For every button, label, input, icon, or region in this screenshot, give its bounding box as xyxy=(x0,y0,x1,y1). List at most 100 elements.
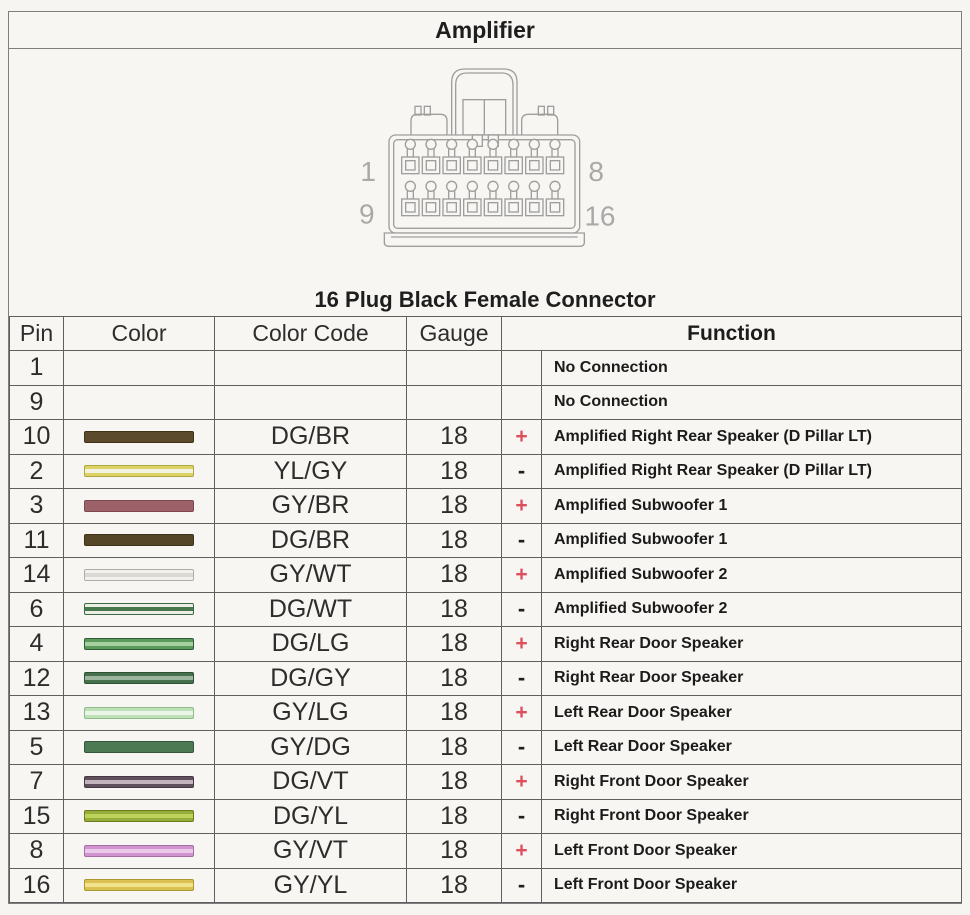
pin-number-cell: 1 xyxy=(9,350,64,386)
gauge-cell: 18 xyxy=(406,522,502,558)
header-color-code: Color Code xyxy=(214,316,407,351)
connector-heading: 16 Plug Black Female Connector xyxy=(314,286,656,312)
wire-color-swatch xyxy=(84,534,194,547)
gauge-cell: 18 xyxy=(406,833,502,869)
function-cell: Amplified Subwoofer 1 xyxy=(541,488,962,524)
polarity-cell: + xyxy=(501,695,542,731)
wire-color-swatch xyxy=(84,810,194,823)
gauge-cell: 18 xyxy=(406,591,502,627)
wire-color-swatch xyxy=(84,637,194,650)
wire-color-cell xyxy=(63,798,215,834)
table-row: 4 DG/LG 18 + Right Rear Door Speaker xyxy=(9,626,962,662)
gauge-cell: 18 xyxy=(406,488,502,524)
table-row: 13 GY/LG 18 + Left Rear Door Speaker xyxy=(9,695,962,731)
polarity-cell: - xyxy=(501,798,542,834)
function-cell: No Connection xyxy=(541,350,962,386)
color-code-cell: GY/BR xyxy=(214,488,407,524)
wire-color-cell xyxy=(63,626,215,662)
table-row: 15 DG/YL 18 - Right Front Door Speaker xyxy=(9,798,962,834)
table-row: 2 YL/GY 18 - Amplified Right Rear Speake… xyxy=(9,453,962,489)
color-code-cell: YL/GY xyxy=(214,453,407,489)
color-code-cell: GY/VT xyxy=(214,833,407,869)
color-code-cell: DG/GY xyxy=(214,660,407,696)
wire-color-cell xyxy=(63,867,215,903)
wire-color-cell xyxy=(63,729,215,765)
function-cell: Right Rear Door Speaker xyxy=(541,660,962,696)
wire-color-swatch xyxy=(84,879,194,892)
function-cell: Amplified Subwoofer 1 xyxy=(541,522,962,558)
color-code-cell: GY/WT xyxy=(214,557,407,593)
wire-color-cell xyxy=(63,522,215,558)
page-title: Amplifier xyxy=(435,16,535,43)
table-row: 5 GY/DG 18 - Left Rear Door Speaker xyxy=(9,729,962,765)
wire-color-swatch xyxy=(84,499,194,512)
polarity-cell: - xyxy=(501,660,542,696)
wire-color-cell xyxy=(63,419,215,455)
wire-color-cell xyxy=(63,488,215,524)
wire-color-swatch xyxy=(84,603,194,616)
wire-color-cell xyxy=(63,350,215,386)
function-cell: Amplified Subwoofer 2 xyxy=(541,591,962,627)
polarity-cell: - xyxy=(501,867,542,903)
polarity-cell xyxy=(501,350,542,386)
color-code-cell: DG/VT xyxy=(214,764,407,800)
function-cell: Amplified Subwoofer 2 xyxy=(541,557,962,593)
gauge-cell: 18 xyxy=(406,557,502,593)
connector-diagram: 1 8 9 16 xyxy=(359,68,615,247)
gauge-cell: 18 xyxy=(406,729,502,765)
function-cell: Amplified Right Rear Speaker (D Pillar L… xyxy=(541,419,962,455)
pin-number-cell: 14 xyxy=(9,557,64,593)
polarity-cell: + xyxy=(501,764,542,800)
wire-color-cell xyxy=(63,695,215,731)
pin-number-cell: 13 xyxy=(9,695,64,731)
diagram-page: Amplifier xyxy=(8,11,962,904)
table-row: 1 No Connection xyxy=(9,350,962,386)
pin-number-cell: 9 xyxy=(9,384,64,420)
pin-number-cell: 12 xyxy=(9,660,64,696)
table-row: 6 DG/WT 18 - Amplified Subwoofer 2 xyxy=(9,591,962,627)
terminal-grid xyxy=(401,138,565,217)
pin-number-cell: 11 xyxy=(9,522,64,558)
header-function: Function xyxy=(501,316,962,351)
title-band: Amplifier xyxy=(9,12,961,49)
table-row: 3 GY/BR 18 + Amplified Subwoofer 1 xyxy=(9,488,962,524)
pin-number-cell: 2 xyxy=(9,453,64,489)
wire-color-cell xyxy=(63,833,215,869)
function-cell: Left Front Door Speaker xyxy=(541,867,962,903)
table-row: 9 No Connection xyxy=(9,384,962,420)
function-cell: Left Rear Door Speaker xyxy=(541,695,962,731)
pin-number-cell: 3 xyxy=(9,488,64,524)
wire-color-cell xyxy=(63,557,215,593)
color-code-cell: DG/WT xyxy=(214,591,407,627)
wire-color-swatch xyxy=(84,672,194,685)
connector-area: 1 8 9 16 xyxy=(9,49,961,283)
wire-color-swatch xyxy=(84,741,194,754)
pin-number-cell: 15 xyxy=(9,798,64,834)
base-outline xyxy=(383,232,585,247)
color-code-cell: DG/BR xyxy=(214,419,407,455)
color-code-cell: DG/YL xyxy=(214,798,407,834)
pin-number-cell: 4 xyxy=(9,626,64,662)
color-code-cell: GY/YL xyxy=(214,867,407,903)
wire-color-cell xyxy=(63,453,215,489)
right-bump xyxy=(521,113,559,135)
wire-color-swatch xyxy=(84,706,194,719)
wire-color-swatch xyxy=(84,568,194,581)
color-code-cell: GY/LG xyxy=(214,695,407,731)
function-cell: Right Rear Door Speaker xyxy=(541,626,962,662)
wire-color-swatch xyxy=(84,430,194,443)
gauge-cell: 18 xyxy=(406,695,502,731)
function-cell: No Connection xyxy=(541,384,962,420)
polarity-cell: + xyxy=(501,419,542,455)
polarity-cell xyxy=(501,384,542,420)
header-pin: Pin xyxy=(9,316,64,351)
polarity-cell: + xyxy=(501,557,542,593)
wire-color-swatch xyxy=(84,465,194,478)
wire-color-swatch xyxy=(84,844,194,857)
polarity-cell: - xyxy=(501,453,542,489)
function-cell: Left Rear Door Speaker xyxy=(541,729,962,765)
header-gauge: Gauge xyxy=(406,316,502,351)
color-code-cell: DG/BR xyxy=(214,522,407,558)
latch-inner-line xyxy=(455,72,514,135)
pin-number-cell: 7 xyxy=(9,764,64,800)
